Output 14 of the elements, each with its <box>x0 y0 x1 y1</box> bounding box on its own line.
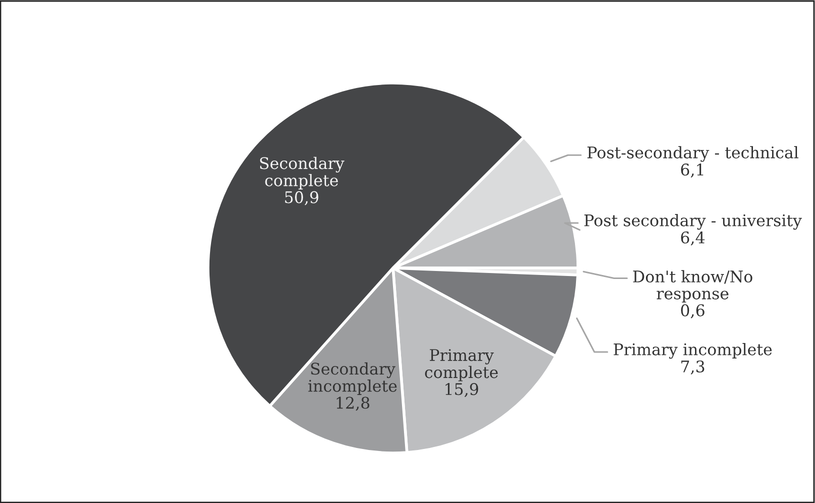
data-label: 6,4 <box>681 231 705 246</box>
data-label: 15,9 <box>446 383 478 398</box>
slice-label: Don't know/No response <box>633 270 752 303</box>
data-label: 50,9 <box>285 191 318 206</box>
slice-label: Post-secondary - technical <box>587 146 798 162</box>
slice-label: Primary incomplete <box>614 343 772 359</box>
data-label: 7,3 <box>681 360 704 374</box>
slice-label: Secondary complete <box>260 156 344 190</box>
data-label: 6,1 <box>681 164 704 178</box>
slice-label: Primary complete <box>425 349 498 382</box>
slice-label: Secondary incomplete <box>308 362 397 395</box>
data-label: 12,8 <box>336 396 370 411</box>
data-label: 0,6 <box>681 304 704 318</box>
slice-label: Post secondary - university <box>584 214 802 230</box>
